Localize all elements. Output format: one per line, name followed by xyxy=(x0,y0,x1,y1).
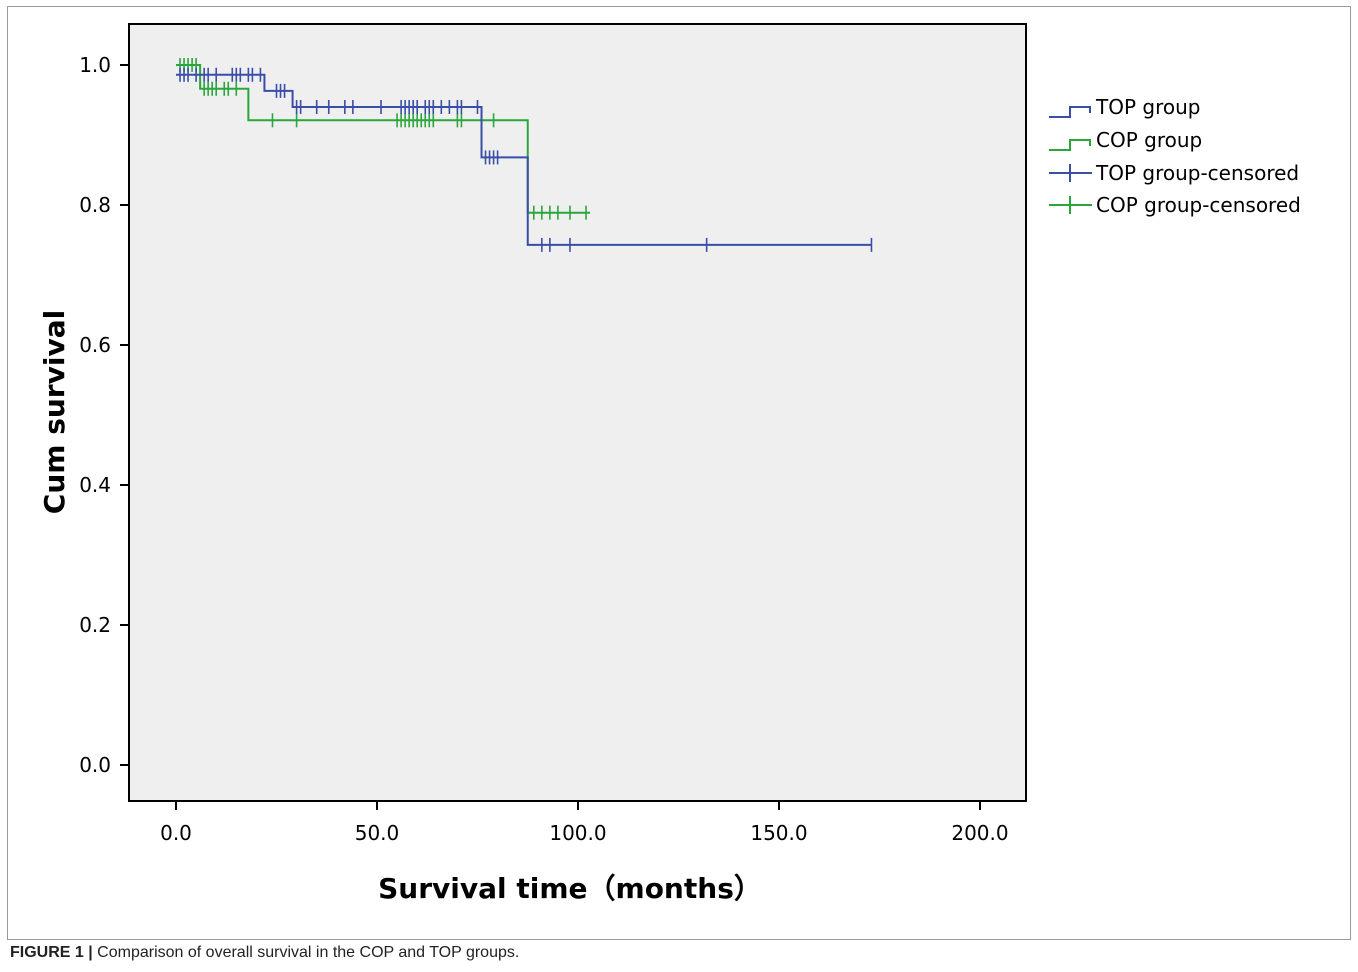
y-tick-label: 0.6 xyxy=(79,333,111,357)
y-tick-label: 1.0 xyxy=(79,53,111,77)
legend-cross-symbol-top xyxy=(1049,164,1092,182)
legend-label-top-group: TOP group xyxy=(1095,95,1200,119)
caption-text: Comparison of overall survival in the CO… xyxy=(97,944,520,961)
legend-item-cop-censored: COP group-censored xyxy=(1049,193,1301,217)
legend-label-cop-group: COP group xyxy=(1096,128,1202,152)
y-tick-label: 0.4 xyxy=(79,473,111,497)
y-tick-label: 0.2 xyxy=(79,613,111,637)
x-tick-label: 200.0 xyxy=(951,821,1008,845)
legend-item-top-group: TOP group xyxy=(1049,95,1200,119)
x-tick-label: 0.0 xyxy=(160,821,192,845)
legend-step-symbol-top xyxy=(1049,106,1091,118)
x-tick-label: 100.0 xyxy=(549,821,606,845)
series-layer xyxy=(176,58,873,252)
legend-step-symbol-cop xyxy=(1049,139,1091,151)
figure-caption: FIGURE 1 | Comparison of overall surviva… xyxy=(10,944,519,962)
legend-item-cop-group: COP group xyxy=(1049,128,1202,152)
legend-item-top-censored: TOP group-censored xyxy=(1049,161,1299,185)
plot-area xyxy=(128,23,1027,802)
y-axis-ticks: 0.0 0.2 0.4 0.6 0.8 1.0 xyxy=(79,53,129,777)
legend-label-cop-censored: COP group-censored xyxy=(1096,193,1301,217)
figure-frame: 0.0 0.2 0.4 0.6 0.8 1.0 0.0 50.0 100.0 150.0 200.… xyxy=(7,6,1351,940)
legend-cross-symbol-cop xyxy=(1049,196,1092,214)
x-axis-label: Survival time（months） xyxy=(378,872,762,905)
x-tick-label: 150.0 xyxy=(750,821,807,845)
legend-label-top-censored: TOP group-censored xyxy=(1095,161,1299,185)
x-axis-ticks: 0.0 50.0 100.0 150.0 200.0 xyxy=(160,801,1009,845)
y-tick-label: 0.0 xyxy=(79,753,111,777)
y-tick-label: 0.8 xyxy=(79,193,111,217)
legend: TOP group COP group TOP group-censored C… xyxy=(1049,95,1301,217)
y-axis-label: Cum survival xyxy=(38,310,71,514)
x-tick-label: 50.0 xyxy=(355,821,400,845)
km-chart: 0.0 0.2 0.4 0.6 0.8 1.0 0.0 50.0 100.0 150.0 200.… xyxy=(38,23,1301,905)
caption-label: FIGURE 1 | xyxy=(10,944,93,961)
